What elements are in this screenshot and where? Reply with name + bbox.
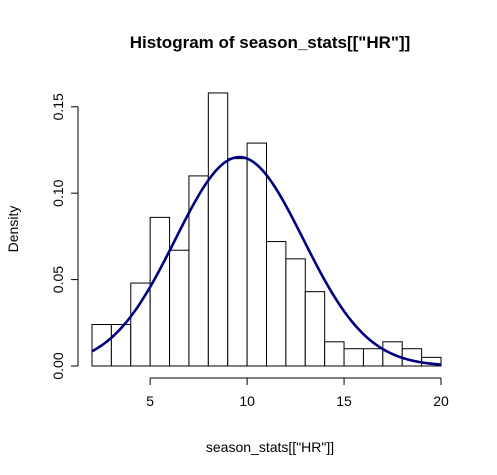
y-tick-label-3: 0.15 — [50, 93, 66, 120]
histogram-bar-3 — [149, 216, 171, 367]
histogram-bar-7 — [227, 158, 248, 367]
histogram-bar-10 — [285, 258, 306, 367]
histogram-bar-11 — [304, 291, 326, 367]
histogram-bars — [91, 92, 442, 367]
x-tick-label-3: 20 — [433, 393, 449, 409]
x-tick-label-2: 15 — [336, 393, 352, 409]
histogram-bar-13 — [343, 348, 364, 367]
histogram-bar-1 — [110, 324, 132, 367]
x-axis-label: season_stats[["HR"]] — [206, 439, 334, 455]
x-axis: 5 10 15 20 — [146, 377, 449, 409]
chart-title: Histogram of season_stats[["HR"]] — [130, 33, 411, 52]
histogram-bar-14 — [362, 348, 384, 367]
histogram-bar-4 — [169, 249, 190, 367]
normal-density-curve — [91, 155, 442, 366]
histogram-bar-2 — [130, 282, 151, 367]
histogram-bar-12 — [324, 341, 345, 367]
histogram-bar-6 — [207, 92, 229, 367]
y-axis: 0.00 0.05 0.10 0.15 — [50, 93, 79, 380]
y-axis-label: Density — [5, 206, 21, 253]
y-tick-label-2: 0.10 — [50, 179, 66, 206]
y-tick-label-0: 0.00 — [50, 352, 66, 379]
histogram-bar-9 — [266, 241, 287, 367]
x-tick-label-1: 10 — [239, 393, 255, 409]
y-tick-label-1: 0.05 — [50, 266, 66, 293]
histogram-bar-5 — [188, 175, 209, 367]
histogram-bar-8 — [246, 142, 268, 367]
x-tick-label-0: 5 — [146, 393, 154, 409]
